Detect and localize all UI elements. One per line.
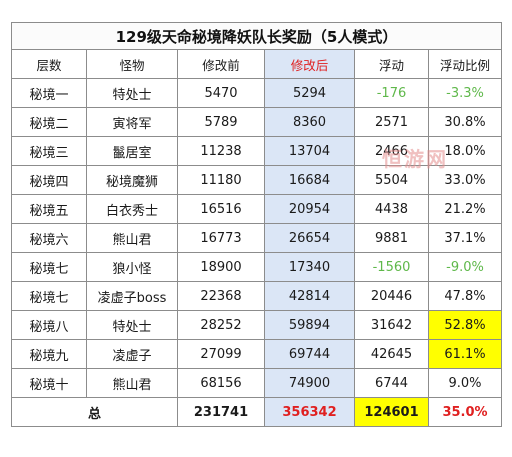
cell-ratio: 37.1% (428, 223, 502, 253)
table-row: 秘境二 寅将军 5789 8360 2571 30.8% (11, 107, 502, 137)
table-row: 秘境十 熊山君 68156 74900 6744 9.0% (11, 368, 502, 398)
cell-monster: 狼小怪 (86, 252, 178, 282)
reward-table: 129级天命秘境降妖队长奖励（5人模式） 层数 怪物 修改前 修改后 浮动 浮动… (11, 22, 502, 427)
table-row: 秘境六 熊山君 16773 26654 9881 37.1% (11, 223, 502, 253)
cell-ratio: 47.8% (428, 281, 502, 311)
cell-level: 秘境六 (11, 223, 87, 253)
cell-change: -176 (354, 78, 429, 108)
table-row: 秘境一 特处士 5470 5294 -176 -3.3% (11, 78, 502, 108)
cell-after: 69744 (264, 339, 355, 369)
table-row: 秘境五 白衣秀士 16516 20954 4438 21.2% (11, 194, 502, 224)
table-row: 秘境三 鬣居室 11238 13704 2466 18.0% (11, 136, 502, 166)
cell-change: -1560 (354, 252, 429, 282)
table-row: 秘境九 凌虚子 27099 69744 42645 61.1% (11, 339, 502, 369)
cell-after: 26654 (264, 223, 355, 253)
cell-change: 4438 (354, 194, 429, 224)
cell-after: 74900 (264, 368, 355, 398)
cell-ratio: 21.2% (428, 194, 502, 224)
cell-before: 28252 (177, 310, 265, 340)
cell-ratio-highlighted: 61.1% (428, 339, 502, 369)
cell-after: 17340 (264, 252, 355, 282)
cell-after: 16684 (264, 165, 355, 195)
cell-monster: 特处士 (86, 78, 178, 108)
cell-monster: 熊山君 (86, 368, 178, 398)
total-change: 124601 (354, 397, 429, 427)
cell-monster: 寅将军 (86, 107, 178, 137)
cell-monster: 鬣居室 (86, 136, 178, 166)
cell-ratio: 33.0% (428, 165, 502, 195)
cell-ratio: 18.0% (428, 136, 502, 166)
header-ratio: 浮动比例 (428, 49, 502, 79)
total-row: 总 231741 356342 124601 35.0% (11, 397, 502, 427)
cell-before: 27099 (177, 339, 265, 369)
cell-change: 20446 (354, 281, 429, 311)
cell-after: 59894 (264, 310, 355, 340)
cell-monster: 秘境魔狮 (86, 165, 178, 195)
cell-level: 秘境五 (11, 194, 87, 224)
cell-level: 秘境三 (11, 136, 87, 166)
table-row: 秘境四 秘境魔狮 11180 16684 5504 33.0% (11, 165, 502, 195)
cell-monster: 熊山君 (86, 223, 178, 253)
cell-after: 13704 (264, 136, 355, 166)
cell-level: 秘境十 (11, 368, 87, 398)
header-row: 层数 怪物 修改前 修改后 浮动 浮动比例 (11, 49, 502, 79)
cell-change: 31642 (354, 310, 429, 340)
table-title: 129级天命秘境降妖队长奖励（5人模式） (11, 22, 502, 50)
cell-ratio: -3.3% (428, 78, 502, 108)
cell-before: 22368 (177, 281, 265, 311)
header-change: 浮动 (354, 49, 429, 79)
table-row: 秘境八 特处士 28252 59894 31642 52.8% (11, 310, 502, 340)
cell-before: 68156 (177, 368, 265, 398)
total-ratio: 35.0% (428, 397, 502, 427)
cell-level: 秘境八 (11, 310, 87, 340)
cell-level: 秘境九 (11, 339, 87, 369)
cell-ratio: -9.0% (428, 252, 502, 282)
cell-change: 2571 (354, 107, 429, 137)
cell-before: 16773 (177, 223, 265, 253)
cell-monster: 凌虚子 (86, 339, 178, 369)
cell-ratio: 30.8% (428, 107, 502, 137)
cell-level: 秘境七 (11, 281, 87, 311)
cell-after: 20954 (264, 194, 355, 224)
cell-monster: 特处士 (86, 310, 178, 340)
cell-before: 11180 (177, 165, 265, 195)
table-row: 秘境七 狼小怪 18900 17340 -1560 -9.0% (11, 252, 502, 282)
header-before: 修改前 (177, 49, 265, 79)
cell-before: 16516 (177, 194, 265, 224)
cell-level: 秘境七 (11, 252, 87, 282)
total-before: 231741 (177, 397, 265, 427)
cell-before: 11238 (177, 136, 265, 166)
cell-change: 2466 (354, 136, 429, 166)
cell-change: 5504 (354, 165, 429, 195)
cell-ratio: 9.0% (428, 368, 502, 398)
cell-monster: 凌虚子boss (86, 281, 178, 311)
cell-ratio-highlighted: 52.8% (428, 310, 502, 340)
cell-change: 6744 (354, 368, 429, 398)
cell-before: 5470 (177, 78, 265, 108)
cell-after: 8360 (264, 107, 355, 137)
cell-monster: 白衣秀士 (86, 194, 178, 224)
cell-after: 42814 (264, 281, 355, 311)
cell-after: 5294 (264, 78, 355, 108)
header-after: 修改后 (264, 49, 355, 79)
cell-before: 5789 (177, 107, 265, 137)
cell-change: 42645 (354, 339, 429, 369)
cell-level: 秘境四 (11, 165, 87, 195)
total-label: 总 (11, 397, 178, 427)
total-after: 356342 (264, 397, 355, 427)
header-level: 层数 (11, 49, 87, 79)
cell-level: 秘境二 (11, 107, 87, 137)
cell-change: 9881 (354, 223, 429, 253)
cell-level: 秘境一 (11, 78, 87, 108)
header-monster: 怪物 (86, 49, 178, 79)
cell-before: 18900 (177, 252, 265, 282)
table-row: 秘境七 凌虚子boss 22368 42814 20446 47.8% (11, 281, 502, 311)
